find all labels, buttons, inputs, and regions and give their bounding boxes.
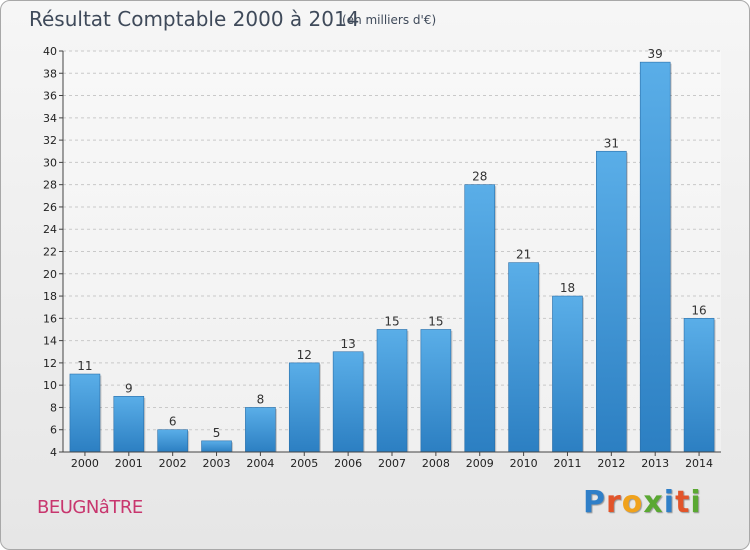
x-tick-label: 2010 — [510, 457, 538, 470]
value-label: 8 — [257, 392, 265, 406]
logo-letter: P — [583, 485, 606, 520]
value-label: 31 — [604, 136, 619, 150]
y-tick-label: 10 — [43, 379, 57, 392]
y-tick-label: 12 — [43, 357, 57, 370]
value-label: 12 — [297, 348, 312, 362]
logo-letter: r — [606, 485, 622, 520]
x-tick-label: 2002 — [159, 457, 187, 470]
bar-2002 — [157, 429, 188, 453]
bar-2001 — [113, 396, 145, 453]
y-tick-label: 20 — [43, 268, 57, 281]
x-tick-label: 2014 — [685, 457, 713, 470]
x-tick-label: 2008 — [422, 457, 450, 470]
value-label: 18 — [560, 281, 575, 295]
x-tick-label: 2005 — [290, 457, 318, 470]
bar-2008 — [420, 329, 452, 453]
y-tick-label: 36 — [43, 90, 57, 103]
y-tick-label: 8 — [50, 401, 57, 414]
y-tick-label: 14 — [43, 335, 57, 348]
bar-2005 — [288, 362, 320, 453]
proxiti-logo: Proxiti — [583, 485, 702, 520]
value-label: 9 — [125, 381, 133, 395]
logo-letter: o — [621, 485, 644, 520]
x-tick-label: 2000 — [71, 457, 99, 470]
value-label: 5 — [213, 426, 221, 440]
value-label: 28 — [472, 170, 487, 184]
y-tick-label: 4 — [50, 446, 57, 459]
y-tick-label: 22 — [43, 246, 57, 259]
bar-2000 — [69, 373, 101, 453]
y-tick-label: 16 — [43, 312, 57, 325]
y-tick-label: 38 — [43, 67, 57, 80]
bar-2003 — [201, 440, 232, 453]
logo-letter: t — [675, 485, 691, 520]
bar-2012 — [596, 150, 627, 453]
bar-2010 — [508, 262, 539, 453]
y-tick-label: 32 — [43, 134, 57, 147]
x-tick-label: 2012 — [597, 457, 625, 470]
value-label: 6 — [169, 415, 177, 429]
value-label: 13 — [340, 337, 355, 351]
axes: 4 6 8 10 12 14 16 18 20 22 24 26 28 30 32 34 36 38 40 2000 2… — [43, 45, 721, 470]
chart-subtitle: (en milliers d'€) — [342, 13, 437, 27]
y-tick-label: 40 — [43, 45, 57, 58]
town-name: BEUGNâTRE — [37, 497, 143, 518]
bar-2009 — [464, 184, 496, 453]
y-tick-label: 24 — [43, 223, 57, 236]
y-tick-label: 30 — [43, 156, 57, 169]
bar-2013 — [639, 61, 671, 453]
x-tick-label: 2009 — [466, 457, 494, 470]
chart-title: Résultat Comptable 2000 à 2014 — [29, 7, 360, 31]
value-label: 16 — [691, 303, 706, 317]
x-tick-label: 2011 — [553, 457, 581, 470]
logo-letter: i — [690, 485, 702, 520]
value-label: 15 — [428, 314, 443, 328]
x-tick-label: 2013 — [641, 457, 669, 470]
value-label: 39 — [648, 47, 663, 61]
bar-2004 — [245, 407, 276, 453]
value-label: 11 — [77, 359, 92, 373]
y-tick-label: 18 — [43, 290, 57, 303]
y-tick-label: 34 — [43, 112, 57, 125]
x-tick-label: 2006 — [334, 457, 362, 470]
bar-2007 — [376, 329, 408, 453]
y-tick-label: 26 — [43, 201, 57, 214]
value-label: 15 — [384, 314, 399, 328]
y-tick-label: 6 — [50, 424, 57, 437]
logo-letter: i — [663, 485, 676, 520]
x-tick-label: 2004 — [246, 457, 274, 470]
bars: 11 9 6 5 8 12 13 15 15 28 21 18 31 39 16 — [69, 47, 716, 453]
value-label: 21 — [516, 248, 531, 262]
bar-2014 — [683, 318, 715, 453]
logo-letter: x — [643, 485, 664, 520]
x-tick-label: 2003 — [203, 457, 231, 470]
x-tick-label: 2001 — [115, 457, 143, 470]
bar-2006 — [332, 351, 364, 453]
bar-2011 — [552, 295, 583, 453]
y-tick-label: 28 — [43, 179, 57, 192]
x-tick-label: 2007 — [378, 457, 406, 470]
